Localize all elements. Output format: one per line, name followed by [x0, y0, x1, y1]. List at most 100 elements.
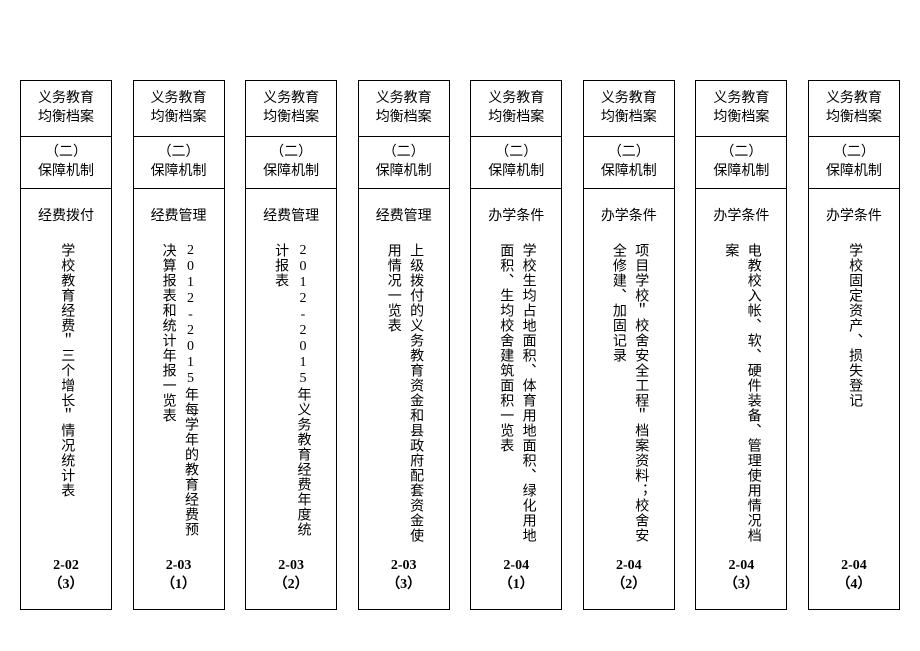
archive-spine: 义务教育均衡档案（二）保障机制办学条件电教校入帐、软、硬件装备、管理使用情况档案… — [695, 80, 787, 610]
header-line2: 均衡档案 — [713, 109, 769, 128]
spine-title: 学校生均占地面积、体育用地面积、绿化用地面积、生均校舍建筑面积一览表 — [494, 243, 539, 543]
spine-title: 项目学校＂校舍安全工程＂档案资料；校舍安全修建、加固记录 — [606, 243, 651, 543]
spine-category: 办学条件 — [601, 205, 657, 225]
spine-header: 义务教育均衡档案 — [134, 81, 224, 137]
section-line2: 保障机制 — [713, 163, 769, 182]
spine-section: （二）保障机制 — [246, 137, 336, 189]
spine-body: 办学条件学校生均占地面积、体育用地面积、绿化用地面积、生均校舍建筑面积一览表 2-… — [471, 189, 561, 609]
code-sub: （3） — [386, 576, 421, 595]
code-sub: （3） — [49, 576, 84, 595]
header-line1: 义务教育 — [151, 90, 207, 109]
spine-category: 办学条件 — [713, 205, 769, 225]
spine-code: 2-03（2） — [274, 557, 309, 599]
spine-section: （二）保障机制 — [584, 137, 674, 189]
spine-code: 2-02（3） — [49, 557, 84, 599]
spine-category: 经费管理 — [263, 205, 319, 225]
section-line1: （二） — [608, 144, 650, 163]
section-line1: （二） — [720, 144, 762, 163]
code-main: 2-04 — [729, 557, 755, 576]
spine-code: 2-03（3） — [386, 557, 421, 599]
code-main: 2-04 — [503, 557, 529, 576]
spine-body: 经费管理 2012-2015年每学年的教育经费预决算报表和统计年报一览表 2-03（… — [134, 189, 224, 609]
spine-body: 经费管理上级拨付的义务教育资金和县政府配套资金使用情况一览表 2-03（3） — [359, 189, 449, 609]
spine-category: 经费管理 — [376, 205, 432, 225]
section-line1: （二） — [45, 144, 87, 163]
spine-title: 学校固定资产、损失登记 — [843, 243, 865, 408]
spine-header: 义务教育均衡档案 — [809, 81, 899, 137]
header-line2: 均衡档案 — [826, 109, 882, 128]
spine-title: 上级拨付的义务教育资金和县政府配套资金使用情况一览表 — [381, 243, 426, 543]
code-main: 2-03 — [278, 557, 304, 576]
spine-body: 办学条件学校固定资产、损失登记 2-04（4） — [809, 189, 899, 609]
spine-section: （二）保障机制 — [696, 137, 786, 189]
section-line1: （二） — [833, 144, 875, 163]
header-line2: 均衡档案 — [376, 109, 432, 128]
spine-section: （二）保障机制 — [809, 137, 899, 189]
section-line2: 保障机制 — [488, 163, 544, 182]
spine-header: 义务教育均衡档案 — [471, 81, 561, 137]
section-line2: 保障机制 — [263, 163, 319, 182]
code-main: 2-03 — [391, 557, 417, 576]
code-sub: （1） — [499, 576, 534, 595]
code-main: 2-04 — [616, 557, 642, 576]
spine-body: 办学条件项目学校＂校舍安全工程＂档案资料；校舍安全修建、加固记录 2-04（2） — [584, 189, 674, 609]
spine-header: 义务教育均衡档案 — [584, 81, 674, 137]
spine-title: 2012-2015年每学年的教育经费预决算报表和统计年报一览表 — [156, 243, 201, 543]
section-line2: 保障机制 — [601, 163, 657, 182]
archive-spine: 义务教育均衡档案（二）保障机制经费管理2012-2015年义务教育经费年度统计报… — [245, 80, 337, 610]
spine-category: 经费拨付 — [38, 205, 94, 225]
section-line1: （二） — [270, 144, 312, 163]
spine-section: （二）保障机制 — [359, 137, 449, 189]
spine-category: 经费管理 — [151, 205, 207, 225]
header-line2: 均衡档案 — [151, 109, 207, 128]
header-line2: 均衡档案 — [263, 109, 319, 128]
archive-spine: 义务教育均衡档案（二）保障机制办学条件项目学校＂校舍安全工程＂档案资料；校舍安全… — [583, 80, 675, 610]
spine-title: 2012-2015年义务教育经费年度统计报表 — [269, 243, 314, 543]
archive-spine: 义务教育均衡档案（二）保障机制经费拨付学校教育经费＂三个增长＂情况统计表2-02… — [20, 80, 112, 610]
spine-code: 2-03（1） — [161, 557, 196, 599]
spine-row: 义务教育均衡档案（二）保障机制经费拨付学校教育经费＂三个增长＂情况统计表2-02… — [0, 0, 920, 651]
archive-spine: 义务教育均衡档案（二）保障机制办学条件学校固定资产、损失登记2-04（4） — [808, 80, 900, 610]
spine-body: 办学条件电教校入帐、软、硬件装备、管理使用情况档案 2-04（3） — [696, 189, 786, 609]
header-line2: 均衡档案 — [488, 109, 544, 128]
section-line2: 保障机制 — [38, 163, 94, 182]
spine-body: 经费管理 2012-2015年义务教育经费年度统计报表 2-03（2） — [246, 189, 336, 609]
spine-header: 义务教育均衡档案 — [21, 81, 111, 137]
spine-section: （二）保障机制 — [471, 137, 561, 189]
spine-title: 学校教育经费＂三个增长＂情况统计表 — [55, 243, 77, 498]
archive-spine: 义务教育均衡档案（二）保障机制办学条件学校生均占地面积、体育用地面积、绿化用地面… — [470, 80, 562, 610]
code-sub: （2） — [611, 576, 646, 595]
spine-category: 办学条件 — [488, 205, 544, 225]
header-line2: 均衡档案 — [38, 109, 94, 128]
section-line1: （二） — [495, 144, 537, 163]
code-sub: （3） — [724, 576, 759, 595]
spine-code: 2-04（3） — [724, 557, 759, 599]
spine-code: 2-04（1） — [499, 557, 534, 599]
section-line1: （二） — [158, 144, 200, 163]
header-line1: 义务教育 — [488, 90, 544, 109]
spine-title: 电教校入帐、软、硬件装备、管理使用情况档案 — [719, 243, 764, 543]
code-sub: （4） — [836, 576, 871, 595]
code-main: 2-04 — [841, 557, 867, 576]
header-line1: 义务教育 — [601, 90, 657, 109]
spine-category: 办学条件 — [826, 205, 882, 225]
section-line1: （二） — [383, 144, 425, 163]
spine-body: 经费拨付学校教育经费＂三个增长＂情况统计表 2-02（3） — [21, 189, 111, 609]
section-line2: 保障机制 — [151, 163, 207, 182]
archive-spine: 义务教育均衡档案 （二）保障机制经费管理上级拨付的义务教育资金和县政府配套资金使用… — [358, 80, 450, 610]
code-main: 2-03 — [166, 557, 192, 576]
header-line1: 义务教育 — [38, 90, 94, 109]
header-line1: 义务教育 — [376, 90, 432, 109]
header-line1: 义务教育 — [826, 90, 882, 109]
code-sub: （2） — [274, 576, 309, 595]
header-line1: 义务教育 — [263, 90, 319, 109]
code-main: 2-02 — [53, 557, 79, 576]
header-line2: 均衡档案 — [601, 109, 657, 128]
spine-code: 2-04（2） — [611, 557, 646, 599]
code-sub: （1） — [161, 576, 196, 595]
spine-code: 2-04（4） — [836, 557, 871, 599]
spine-header: 义务教育均衡档案 — [246, 81, 336, 137]
spine-header: 义务教育均衡档案 — [696, 81, 786, 137]
spine-section: （二）保障机制 — [21, 137, 111, 189]
section-line2: 保障机制 — [826, 163, 882, 182]
